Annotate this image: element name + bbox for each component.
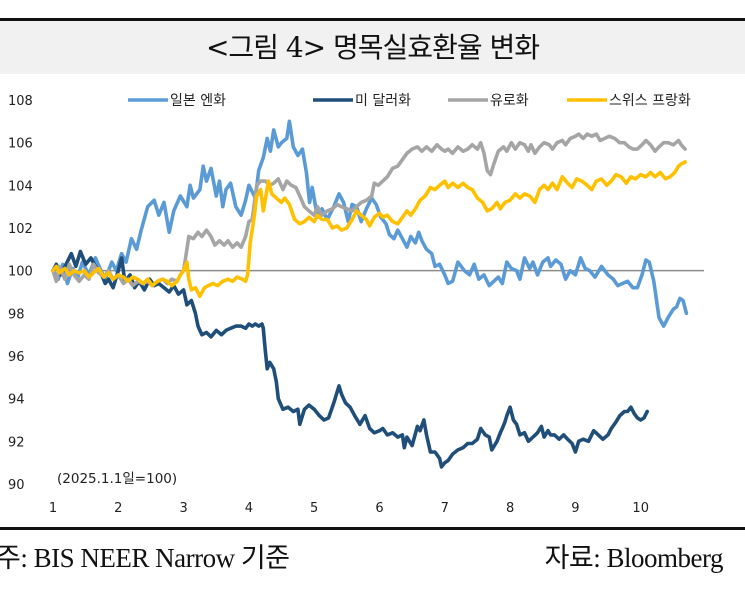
- y-tick-label: 100: [8, 265, 33, 280]
- x-tick-label: 6: [375, 501, 383, 516]
- figure-source: 자료: Bloomberg: [544, 543, 724, 573]
- series-line-0: [51, 119, 689, 328]
- title-band: [0, 21, 745, 74]
- y-tick-label: 92: [8, 435, 25, 450]
- series-line-1: [51, 249, 649, 469]
- x-tick-label: 2: [114, 501, 122, 516]
- y-tick-label: 106: [8, 137, 33, 152]
- figure-note: 주: BIS NEER Narrow 기준: [0, 543, 290, 573]
- top-rule: [0, 18, 745, 21]
- y-axis-ticks: 108 106 104 102 100 98 96 94 92 90: [8, 94, 33, 493]
- x-tick-label: 5: [310, 501, 318, 516]
- x-tick-label: 1: [49, 501, 57, 516]
- x-tick-label: 4: [245, 501, 253, 516]
- series-line-3: [51, 160, 687, 299]
- x-tick-label: 3: [179, 501, 187, 516]
- y-tick-label: 94: [8, 393, 25, 408]
- legend: 일본 엔화 미 달러화 유로화 스위스 프랑화: [128, 93, 691, 109]
- legend-label: 유로화: [490, 93, 529, 109]
- legend-label: 미 달러화: [355, 93, 411, 109]
- bottom-rule: [0, 527, 745, 530]
- y-tick-label: 98: [8, 307, 25, 322]
- line-chart: 108 106 104 102 100 98 96 94 92 90 1 2 3 4 5 6 7 8 9 10 일본…: [8, 93, 704, 516]
- y-tick-label: 96: [8, 350, 25, 365]
- x-axis-ticks: 1 2 3 4 5 6 7 8 9 10: [49, 501, 649, 516]
- y-tick-label: 104: [8, 179, 33, 194]
- series-lines: [51, 119, 689, 469]
- legend-label: 스위스 프랑화: [609, 93, 691, 109]
- base-annotation: (2025.1.1일=100): [57, 471, 177, 487]
- y-tick-label: 90: [8, 478, 25, 493]
- x-tick-label: 10: [632, 501, 649, 516]
- x-tick-label: 9: [571, 501, 579, 516]
- y-tick-label: 108: [8, 94, 33, 109]
- figure-title: <그림 4> 명목실효환율 변화: [205, 31, 540, 64]
- x-tick-label: 7: [441, 501, 449, 516]
- x-tick-label: 8: [506, 501, 514, 516]
- y-tick-label: 102: [8, 222, 33, 237]
- legend-label: 일본 엔화: [170, 93, 226, 109]
